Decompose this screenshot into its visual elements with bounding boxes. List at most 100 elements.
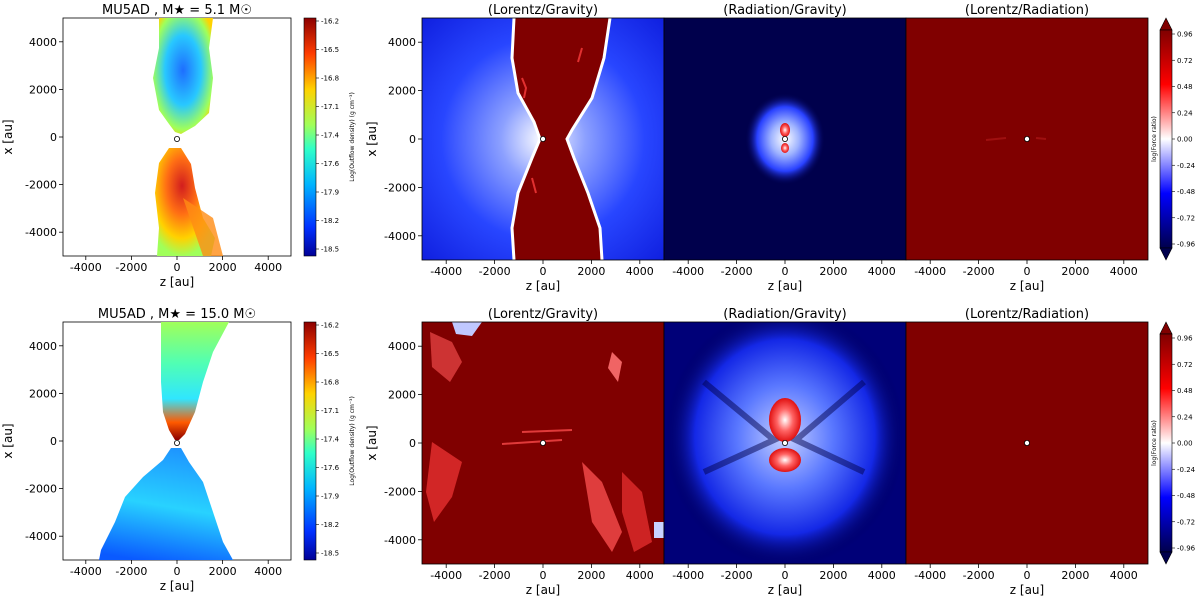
colorbar-tick-label: -17.9 [321,493,339,501]
density-panel-row2 [62,321,292,561]
colorbar-tick-label: -0.72 [1177,518,1195,526]
colorbar-tick-label: 0.72 [1177,57,1193,65]
y-tick-label: 0 [409,133,416,146]
star-marker [540,136,547,143]
x-tick-label: 4000 [868,265,896,278]
xlabel-density-row1: z [au] [160,275,194,289]
colorbar-tick-label: -0.24 [1177,162,1196,170]
xlabel-row2-lorentz-gravity: z [au] [526,583,560,597]
x-tick-label: 4000 [626,265,654,278]
panel-title-row1-radiation-gravity: (Radiation/Gravity) [723,3,846,18]
y-tick-label: 4000 [29,340,57,353]
xlabel-density-row2: z [au] [160,579,194,593]
y-tick-label: 4000 [388,340,416,353]
x-tick-label: 2000 [819,569,847,582]
star-marker [782,136,789,143]
x-tick-label: 0 [174,261,181,274]
x-tick-label: -2000 [115,565,147,578]
star-marker [540,440,547,447]
colorbar-tick-label: -17.6 [321,464,340,472]
y-tick-label: -4000 [384,534,416,547]
x-tick-label: -2000 [963,569,995,582]
ratio-panel-row2-lorentz-gravity [421,321,665,565]
x-tick-label: -4000 [672,265,704,278]
y-tick-label: 2000 [29,387,57,400]
colorbar-tick-label: -0.48 [1177,492,1195,500]
x-tick-label: 2000 [1061,569,1089,582]
y-tick-label: -4000 [25,226,57,239]
x-tick-label: -4000 [914,265,946,278]
x-tick-label: 2000 [209,565,237,578]
colorbar-tick-label: -18.5 [321,550,339,558]
x-tick-label: -2000 [115,261,147,274]
x-tick-label: -4000 [70,261,102,274]
colorbar-tick-label: -0.96 [1177,545,1196,553]
density-colorbar-label-row2: Log(Outflow density) (g cm⁻³) [349,396,356,486]
outflow-upper-lobe [161,322,229,440]
x-tick-label: 4000 [1110,569,1138,582]
panel-title-row1-lorentz-radiation: (Lorentz/Radiation) [965,3,1089,18]
outflow-lower-lobe [99,448,233,560]
xlabel-row1-lorentz-gravity: z [au] [526,279,560,293]
x-tick-label: 4000 [1110,265,1138,278]
colorbar-tick-label: -17.4 [321,132,340,140]
x-tick-label: -4000 [430,569,462,582]
colorbar-tick-label: -17.1 [321,103,339,111]
panel-title-row2-lorentz-radiation: (Lorentz/Radiation) [965,307,1089,322]
x-tick-label: 0 [174,565,181,578]
x-tick-label: 0 [540,569,547,582]
colorbar-tick-label: -16.8 [321,379,339,387]
colorbar-tick-label: 0.96 [1177,31,1193,39]
y-tick-label: 2000 [388,389,416,402]
x-tick-label: -2000 [721,569,753,582]
colorbar-tick-label: -16.5 [321,46,339,54]
ylabel-ratio-row1: x [au] [365,121,379,156]
ratio-panel-row1-lorentz-gravity [421,17,665,261]
colorbar-tick-label: -0.96 [1177,241,1196,249]
x-tick-label: 0 [1024,265,1031,278]
y-tick-label: -2000 [25,179,57,192]
y-tick-label: 4000 [29,36,57,49]
density-colorbar-row1 [303,17,317,257]
colorbar-tick-label: -0.48 [1177,188,1195,196]
colorbar-tick-label: -0.24 [1177,466,1196,474]
colorbar-tick-label: -17.9 [321,189,339,197]
ylabel-density-row2: x [au] [1,423,15,458]
colorbar-tick-label: -16.2 [321,18,339,26]
ylabel-ratio-row2: x [au] [365,425,379,460]
y-tick-label: 4000 [388,36,416,49]
y-tick-label: 0 [50,131,57,144]
y-tick-label: 2000 [388,85,416,98]
x-tick-label: 0 [782,569,789,582]
x-tick-label: 0 [782,265,789,278]
colorbar-tick-label: 0.00 [1177,136,1193,144]
xlabel-row2-lorentz-radiation: z [au] [1010,583,1044,597]
density-colorbar-label-row1: Log(Outflow density) (g cm⁻³) [349,92,356,182]
axis-ticks: -4000 -2000 0 2000 4000 -4000 -2000 0 2000 4000 -4… [25,18,1196,583]
star-marker [1024,440,1031,447]
ratio-panel-row1-radiation-gravity [663,17,907,261]
y-tick-label: -4000 [25,530,57,543]
colorbar-tick-label: 0.48 [1177,83,1193,91]
x-tick-label: 2000 [1061,265,1089,278]
x-tick-label: 2000 [577,569,605,582]
x-tick-label: 0 [1024,569,1031,582]
x-tick-label: 4000 [868,569,896,582]
y-tick-label: -2000 [384,485,416,498]
ratio-colorbar-label-row2: log(Force ratio) [1151,420,1158,466]
x-tick-label: -2000 [479,265,511,278]
x-tick-label: 2000 [209,261,237,274]
star-marker [1024,136,1031,143]
xlabel-row1-radiation-gravity: z [au] [768,279,802,293]
colorbar-tick-label: -17.1 [321,407,339,415]
ratio-colorbar-row2 [1159,321,1173,565]
density-title-row1: MU5AD , M★ = 5.1 M☉ [102,3,252,18]
x-tick-label: -4000 [672,569,704,582]
ratio-panel-row1-lorentz-radiation [905,17,1149,261]
colorbar-tick-label: 0.24 [1177,413,1193,421]
colorbar-tick-label: -16.2 [321,322,339,330]
y-tick-label: 0 [50,435,57,448]
star-marker [174,440,181,447]
ratio-panel-row2-lorentz-radiation [905,321,1149,565]
